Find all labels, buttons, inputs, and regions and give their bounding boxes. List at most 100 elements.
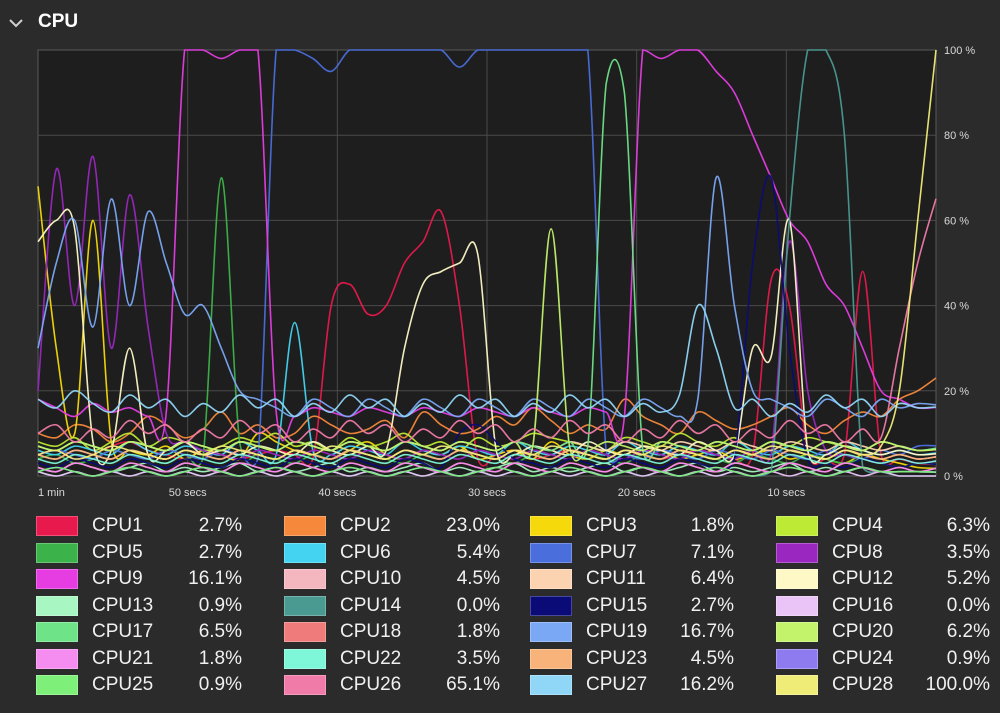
legend-series-name: CPU26	[340, 674, 402, 695]
legend-swatch	[36, 569, 78, 589]
legend-series-name: CPU18	[340, 621, 402, 642]
legend-series-value: 23.0%	[446, 515, 500, 536]
legend-item-cpu15: CPU15 2.7%	[530, 595, 734, 619]
legend-series-name: CPU23	[586, 647, 648, 669]
legend-item-cpu24: CPU24 0.9%	[776, 648, 990, 672]
legend-swatch	[776, 542, 818, 563]
legend-item-cpu8: CPU8 3.5%	[776, 542, 990, 566]
legend-series-name: CPU2	[340, 515, 391, 536]
legend-series-value: 1.8%	[198, 647, 242, 669]
y-tick-label: 20 %	[944, 386, 969, 398]
legend-series-name: CPU5	[92, 541, 143, 563]
legend-item-cpu11: CPU11 6.4%	[530, 568, 734, 592]
legend-swatch	[36, 595, 78, 616]
section-title: CPU	[38, 11, 79, 32]
legend-swatch	[36, 622, 78, 642]
x-axis-ticks: 1 min 50 secs 40 secs 30 secs 20 secs 10 secs	[38, 487, 806, 499]
legend-series-name: CPU13	[92, 594, 154, 616]
legend-swatch	[284, 675, 326, 695]
legend-swatch	[284, 542, 326, 563]
legend-item-cpu18: CPU18 1.8%	[284, 621, 500, 645]
legend-series-value: 5.4%	[456, 541, 500, 563]
legend-swatch	[776, 516, 818, 536]
y-axis-ticks: 100 % 80 % 60 % 40 % 20 % 0 %	[944, 45, 975, 483]
legend-series-name: CPU6	[340, 541, 391, 563]
cpu-usage-chart: 100 % 80 % 60 % 40 % 20 % 0 % 1 min 50 secs 40 …	[37, 45, 975, 499]
legend-series-name: CPU9	[92, 568, 143, 589]
series-line-cpu27	[37, 303, 937, 418]
legend-swatch	[776, 569, 818, 589]
legend-item-cpu7: CPU7 7.1%	[530, 542, 734, 566]
legend-item-cpu26: CPU26 65.1%	[284, 674, 500, 698]
y-tick-label: 0 %	[944, 471, 963, 483]
legend-swatch	[530, 542, 572, 563]
legend-series-name: CPU10	[340, 568, 402, 589]
legend-series-value: 0.0%	[456, 594, 500, 616]
legend-item-cpu21: CPU21 1.8%	[36, 648, 242, 672]
legend-series-value: 0.9%	[198, 594, 242, 616]
legend-item-cpu20: CPU20 6.2%	[776, 621, 990, 645]
legend-series-value: 100.0%	[925, 674, 990, 695]
legend-series-value: 3.5%	[456, 647, 500, 669]
legend-swatch	[36, 516, 78, 536]
legend-series-name: CPU22	[340, 647, 402, 669]
legend-series-name: CPU28	[832, 674, 894, 695]
legend-series-value: 6.4%	[690, 568, 734, 589]
legend-series-value: 2.7%	[690, 594, 734, 616]
series-line-cpu19	[37, 175, 937, 424]
legend-item-cpu6: CPU6 5.4%	[284, 542, 500, 566]
legend-swatch	[284, 595, 326, 616]
legend-series-value: 16.2%	[680, 674, 734, 695]
legend-swatch	[776, 675, 818, 695]
legend-series-value: 6.2%	[946, 621, 990, 642]
legend-swatch	[36, 648, 78, 669]
legend-series-value: 1.8%	[456, 621, 500, 642]
legend-series-name: CPU16	[832, 594, 894, 616]
y-tick-label: 60 %	[944, 215, 969, 227]
legend-item-cpu10: CPU10 4.5%	[284, 568, 500, 592]
legend-series-name: CPU17	[92, 621, 154, 642]
x-tick-label: 1 min	[38, 487, 65, 499]
y-tick-label: 100 %	[944, 45, 975, 57]
legend-swatch	[36, 542, 78, 563]
legend-series-name: CPU7	[586, 541, 637, 563]
chart-grid	[37, 49, 937, 477]
chevron-down-icon[interactable]	[6, 13, 26, 33]
legend-series-value: 4.5%	[456, 568, 500, 589]
legend-item-cpu9: CPU9 16.1%	[36, 568, 242, 592]
legend-series-name: CPU20	[832, 621, 894, 642]
y-tick-label: 40 %	[944, 301, 969, 313]
legend-item-cpu3: CPU3 1.8%	[530, 515, 734, 539]
cpu-section-header[interactable]: CPU	[0, 0, 1000, 46]
legend-series-name: CPU1	[92, 515, 143, 536]
series-line-cpu15	[37, 174, 937, 471]
legend-item-cpu12: CPU12 5.2%	[776, 568, 990, 592]
legend-swatch	[530, 675, 572, 695]
legend-series-name: CPU15	[586, 594, 648, 616]
legend-series-name: CPU12	[832, 568, 894, 589]
legend-item-cpu1: CPU1 2.7%	[36, 515, 242, 539]
legend-series-name: CPU24	[832, 647, 894, 669]
legend-series-value: 2.7%	[198, 515, 242, 536]
legend-swatch	[530, 648, 572, 669]
legend-series-value: 16.1%	[188, 568, 242, 589]
legend-series-value: 0.9%	[198, 674, 242, 695]
legend-series-value: 0.9%	[946, 647, 990, 669]
legend-item-cpu28: CPU28 100.0%	[776, 674, 990, 698]
x-tick-label: 10 secs	[767, 487, 805, 499]
legend-swatch	[284, 622, 326, 642]
legend-series-value: 2.7%	[198, 541, 242, 563]
legend-item-cpu22: CPU22 3.5%	[284, 648, 500, 672]
legend-series-name: CPU4	[832, 515, 883, 536]
series-line-cpu22	[37, 453, 937, 465]
y-tick-label: 80 %	[944, 130, 969, 142]
legend-item-cpu2: CPU2 23.0%	[284, 515, 500, 539]
legend-series-name: CPU14	[340, 594, 402, 616]
legend-swatch	[530, 622, 572, 642]
legend-series-name: CPU25	[92, 674, 154, 695]
legend-swatch	[530, 569, 572, 589]
legend-swatch	[530, 516, 572, 536]
legend-swatch	[776, 648, 818, 669]
legend-swatch	[36, 675, 78, 695]
legend-series-name: CPU8	[832, 541, 883, 563]
